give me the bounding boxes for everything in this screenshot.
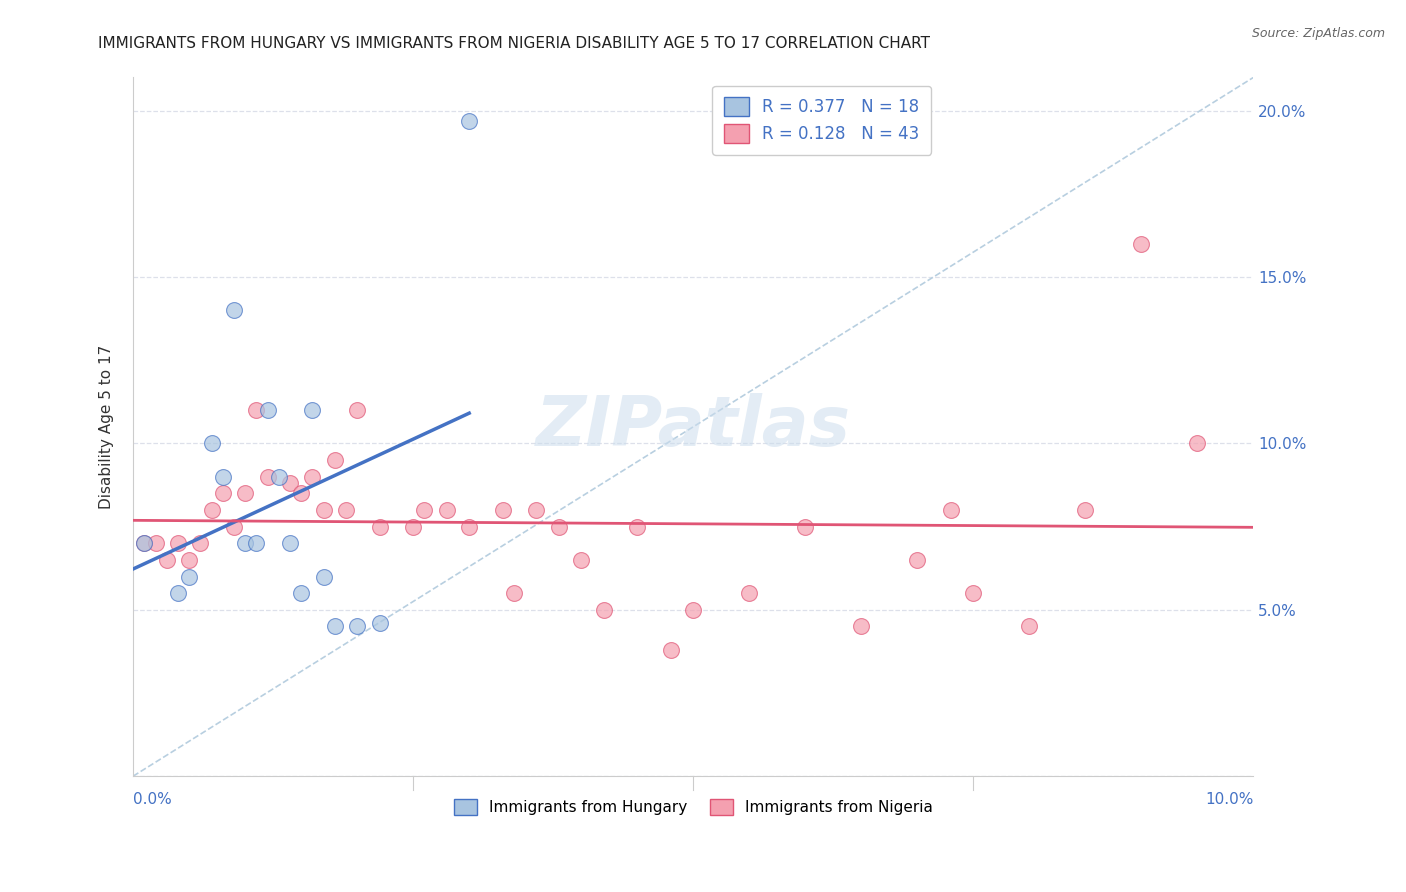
Point <box>134 536 156 550</box>
Point <box>335 503 357 517</box>
Point <box>962 586 984 600</box>
Point <box>233 536 256 550</box>
Point <box>939 503 962 517</box>
Y-axis label: Disability Age 5 to 17: Disability Age 5 to 17 <box>100 344 114 509</box>
Point <box>1074 503 1097 517</box>
Point <box>547 519 569 533</box>
Point <box>738 586 761 600</box>
Point <box>526 503 548 517</box>
Point <box>1018 619 1040 633</box>
Point <box>256 403 278 417</box>
Text: 10.0%: 10.0% <box>1205 792 1253 807</box>
Point <box>346 403 368 417</box>
Point <box>682 603 704 617</box>
Point <box>145 536 167 550</box>
Point <box>301 403 323 417</box>
Point <box>402 519 425 533</box>
Text: IMMIGRANTS FROM HUNGARY VS IMMIGRANTS FROM NIGERIA DISABILITY AGE 5 TO 17 CORREL: IMMIGRANTS FROM HUNGARY VS IMMIGRANTS FR… <box>98 36 931 51</box>
Point <box>167 536 190 550</box>
Point <box>323 453 346 467</box>
Point <box>188 536 211 550</box>
Point <box>256 469 278 483</box>
Point <box>503 586 526 600</box>
Point <box>278 476 301 491</box>
Point <box>200 503 222 517</box>
Point <box>245 403 267 417</box>
Text: ZIPatlas: ZIPatlas <box>536 393 851 460</box>
Point <box>312 503 335 517</box>
Point <box>200 436 222 450</box>
Point <box>1130 236 1153 251</box>
Point <box>222 519 245 533</box>
Point <box>233 486 256 500</box>
Point <box>592 603 614 617</box>
Point <box>179 553 201 567</box>
Point <box>267 469 290 483</box>
Point <box>211 486 233 500</box>
Point <box>659 642 682 657</box>
Point <box>167 586 190 600</box>
Point <box>156 553 179 567</box>
Point <box>413 503 436 517</box>
Point <box>245 536 267 550</box>
Point <box>290 586 312 600</box>
Point <box>323 619 346 633</box>
Point <box>905 553 928 567</box>
Point <box>458 113 481 128</box>
Point <box>222 303 245 318</box>
Text: Source: ZipAtlas.com: Source: ZipAtlas.com <box>1251 27 1385 40</box>
Point <box>492 503 515 517</box>
Point <box>794 519 817 533</box>
Legend: Immigrants from Hungary, Immigrants from Nigeria: Immigrants from Hungary, Immigrants from… <box>444 790 942 824</box>
Point <box>346 619 368 633</box>
Point <box>290 486 312 500</box>
Point <box>436 503 458 517</box>
Point <box>211 469 233 483</box>
Point <box>1187 436 1209 450</box>
Point <box>569 553 592 567</box>
Text: 0.0%: 0.0% <box>134 792 172 807</box>
Point <box>368 519 391 533</box>
Point <box>134 536 156 550</box>
Point <box>458 519 481 533</box>
Point <box>626 519 648 533</box>
Point <box>312 569 335 583</box>
Point <box>851 619 873 633</box>
Point <box>179 569 201 583</box>
Point <box>301 469 323 483</box>
Point <box>278 536 301 550</box>
Point <box>368 616 391 631</box>
